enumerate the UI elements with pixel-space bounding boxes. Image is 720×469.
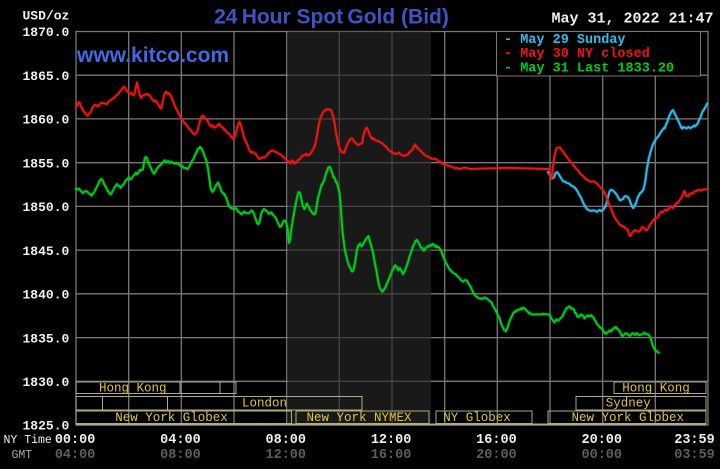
svg-text:1840.0: 1840.0	[23, 288, 70, 303]
svg-text:20:00: 20:00	[476, 448, 517, 463]
svg-text:12:00: 12:00	[266, 448, 307, 463]
svg-text:04:00: 04:00	[160, 433, 201, 448]
svg-text:May 31, 2022 21:47: May 31, 2022 21:47	[551, 11, 713, 28]
svg-text:USD/oz: USD/oz	[23, 9, 70, 24]
svg-text:GMT: GMT	[12, 449, 33, 462]
svg-text:08:00: 08:00	[160, 448, 201, 463]
svg-text:1835.0: 1835.0	[23, 331, 70, 346]
svg-text:04:00: 04:00	[55, 448, 96, 463]
svg-text:London: London	[242, 396, 287, 410]
svg-text:1845.0: 1845.0	[23, 244, 70, 259]
svg-text:16:00: 16:00	[476, 433, 517, 448]
svg-text:1870.0: 1870.0	[23, 25, 70, 40]
svg-text:1855.0: 1855.0	[23, 156, 70, 171]
svg-text:- May 31 Last 1833.20: - May 31 Last 1833.20	[504, 61, 674, 76]
svg-text:03:59: 03:59	[674, 448, 715, 463]
svg-text:- May 29 Sunday: - May 29 Sunday	[504, 33, 626, 48]
svg-text:16:00: 16:00	[371, 448, 412, 463]
svg-text:1860.0: 1860.0	[23, 113, 70, 128]
svg-text:1825.0: 1825.0	[23, 419, 70, 434]
svg-text:www.kitco.com: www.kitco.com	[76, 44, 229, 67]
svg-text:00:00: 00:00	[55, 433, 96, 448]
svg-text:New York NYMEX: New York NYMEX	[306, 411, 412, 425]
svg-text:NY Globex: NY Globex	[443, 411, 511, 425]
svg-text:New York Globex: New York Globex	[115, 411, 228, 425]
svg-text:23:59: 23:59	[674, 433, 715, 448]
svg-text:New York Globex: New York Globex	[572, 411, 685, 425]
svg-text:Sydney: Sydney	[606, 396, 652, 410]
svg-text:12:00: 12:00	[371, 433, 412, 448]
svg-text:NY Time: NY Time	[4, 434, 52, 447]
svg-text:24 Hour Spot Gold (Bid): 24 Hour Spot Gold (Bid)	[214, 6, 449, 29]
svg-text:- May 30 NY closed: - May 30 NY closed	[504, 47, 650, 62]
svg-text:1830.0: 1830.0	[23, 375, 70, 390]
svg-text:Hong Kong: Hong Kong	[99, 381, 167, 395]
svg-text:1865.0: 1865.0	[23, 69, 70, 84]
svg-text:20:00: 20:00	[582, 433, 623, 448]
svg-text:00:00: 00:00	[582, 448, 623, 463]
svg-text:Hong Kong: Hong Kong	[622, 381, 690, 395]
svg-text:08:00: 08:00	[266, 433, 307, 448]
svg-text:1850.0: 1850.0	[23, 200, 70, 215]
